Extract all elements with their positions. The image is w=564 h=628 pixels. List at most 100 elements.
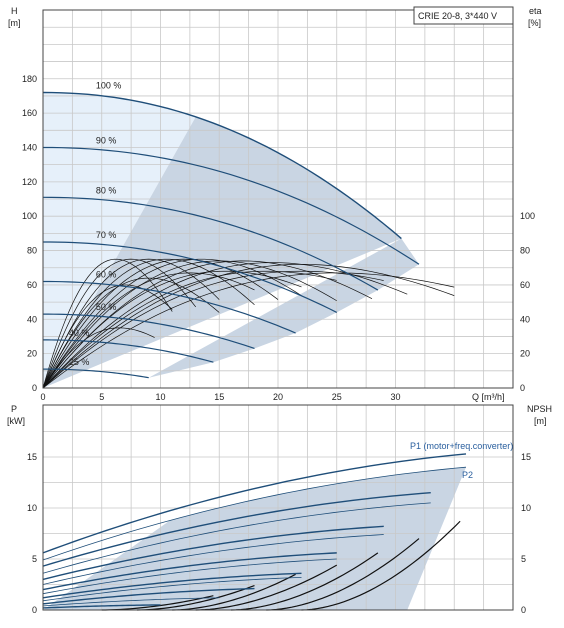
head-curve [42,368,149,379]
npsh-curve [301,520,461,611]
flow-tick-label: 25 [332,392,342,402]
npsh-tick-label: 15 [521,452,531,462]
speed-label: 90 % [96,135,117,145]
efficiency-curve [42,277,220,389]
power-curve [42,597,220,607]
eta-tick-label: 60 [520,280,530,290]
power-curve [42,492,431,567]
power-y-ticks: 0 5 10 15 [27,452,37,615]
head-curve [42,313,255,350]
head-curve [42,196,379,291]
efficiency-curve [42,258,197,389]
eta-axis-label: eta [529,6,542,16]
head-curve [42,241,338,313]
speed-label: 100 % [96,81,122,91]
power-curve [42,587,255,605]
eta-y-ticks: 0 20 40 60 80 100 [520,211,535,393]
power-curve [42,502,431,574]
head-curve [42,339,214,363]
flow-tick-label: 0 [40,392,45,402]
power-curve [42,604,161,609]
speed-labels: 100 % 90 % 80 % 70 % 60 % 50 % 40 % 25 % [69,81,122,368]
efficiency-curve [42,258,173,389]
npsh-curves [101,520,461,611]
efficiency-curve [42,327,155,389]
head-tick-label: 160 [22,108,37,118]
npsh-curve [230,552,379,611]
head-tick-label: 20 [27,349,37,359]
power-curve [42,572,302,599]
p2-series-label: P2 [462,470,473,480]
npsh-tick-label: 0 [521,605,526,615]
efficiency-curve [42,258,220,389]
power-curve [42,525,384,581]
head-curve [42,91,402,240]
power-axis-unit: [kW] [7,416,25,426]
head-tick-label: 140 [22,142,37,152]
flow-tick-label: 15 [214,392,224,402]
head-tick-label: 60 [27,280,37,290]
npsh-curve [101,595,214,611]
flow-tick-label: 20 [273,392,283,402]
head-plot-frame [42,9,514,389]
npsh-axis-unit: [m] [534,416,547,426]
power-curve [42,558,337,595]
eta-tick-label: 100 [520,211,535,221]
speed-label: 40 % [69,328,90,338]
efficiency-curve [42,272,255,389]
power-tick-label: 0 [32,605,37,615]
efficiency-curve [42,272,455,389]
power-plot-frame [42,404,514,611]
head-tick-label: 80 [27,246,37,256]
head-grid [43,10,513,388]
eta-axis-unit: [%] [528,18,541,28]
speed-label: 50 % [96,302,117,312]
power-tick-label: 5 [32,554,37,564]
speed-label: 25 % [69,357,90,367]
head-efficiency-chart: 0 20 40 60 80 100 120 140 160 180 0 20 40 60 80 100 0 5… [8,6,542,402]
flow-x-ticks: 0 5 10 15 20 25 30 [40,392,400,402]
speed-label: 60 % [96,269,117,279]
power-curve [42,576,302,602]
npsh-tick-label: 10 [521,503,531,513]
speed-label: 70 % [96,230,117,240]
power-tick-label: 10 [27,503,37,513]
head-axis-unit: [m] [8,18,21,28]
title-box [413,6,514,25]
flow-tick-label: 10 [155,392,165,402]
power-curve [42,466,467,561]
eta-tick-label: 0 [520,383,525,393]
power-curve [42,453,467,554]
head-curve [42,146,420,265]
head-axis-label: H [11,6,18,16]
speed-label: 80 % [96,185,117,195]
power-npsh-chart: 0 5 10 15 0 5 10 15 P [kW] NPSH [m] P1 (motor+… [7,404,552,615]
flow-tick-label: 5 [99,392,104,402]
eta-tick-label: 80 [520,246,530,256]
efficiency-curve [42,258,255,389]
efficiency-curve [42,263,455,389]
head-curves [42,91,420,379]
npsh-curve [266,538,420,611]
chart-title: CRIE 20-8, 3*440 V [418,11,497,21]
efficiency-curve [42,258,279,389]
npsh-tick-label: 5 [521,554,526,564]
power-curves [42,453,467,609]
head-tick-label: 180 [22,74,37,84]
efficiency-curve [42,258,302,389]
npsh-axis-label: NPSH [527,404,552,414]
npsh-curve [136,584,255,611]
eta-tick-label: 40 [520,314,530,324]
head-curve [42,280,296,334]
power-tick-label: 15 [27,452,37,462]
head-tick-label: 0 [32,383,37,393]
eta-tick-label: 20 [520,349,530,359]
power-axis-label: P [11,404,17,414]
head-y-ticks: 0 20 40 60 80 100 120 140 160 180 [22,74,37,393]
head-tick-label: 40 [27,314,37,324]
power-curve [42,534,384,585]
flow-tick-label: 30 [390,392,400,402]
head-tick-label: 120 [22,177,37,187]
npsh-curve [195,564,338,611]
